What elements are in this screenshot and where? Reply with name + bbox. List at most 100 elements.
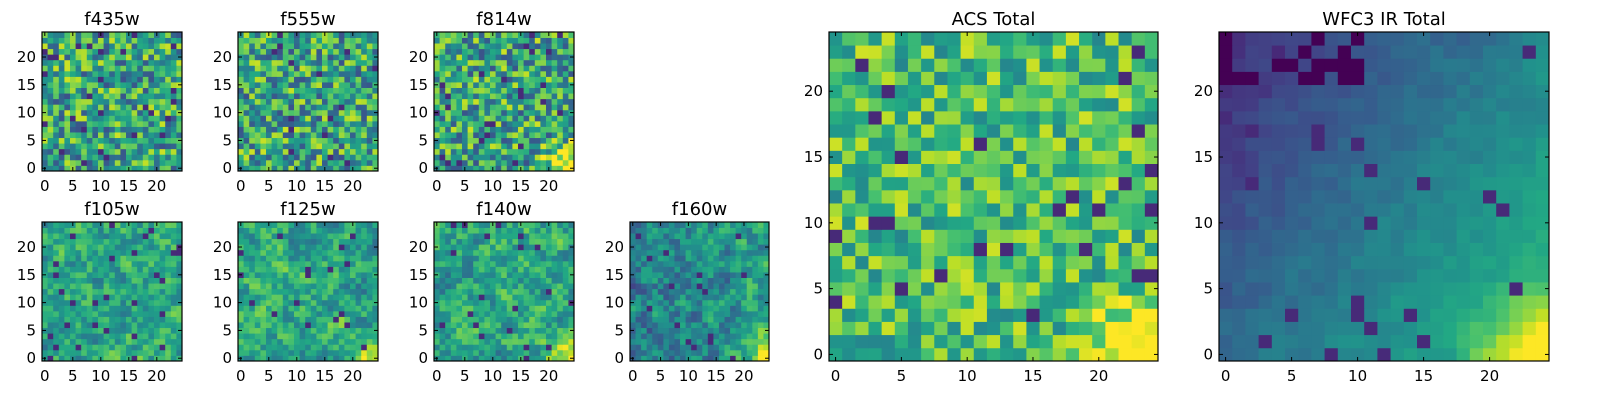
heatmap-cell [462, 115, 468, 121]
heatmap-cell [165, 82, 171, 88]
heatmap-cell [501, 160, 507, 166]
heatmap-cell [1000, 203, 1014, 217]
heatmap-cell [328, 328, 334, 334]
heatmap-cell [484, 132, 490, 138]
heatmap-cell [557, 278, 563, 284]
heatmap-cell [434, 266, 440, 272]
heatmap-cell [440, 71, 446, 77]
heatmap-cell [249, 143, 255, 149]
heatmap-cell [120, 255, 126, 261]
heatmap-cell [451, 289, 457, 295]
heatmap-cell [367, 350, 373, 356]
heatmap-cell [440, 239, 446, 245]
heatmap-cell [288, 65, 294, 71]
heatmap-cell [339, 272, 345, 278]
heatmap-cell [98, 93, 104, 99]
heatmap-cell [708, 283, 714, 289]
heatmap-cell [288, 289, 294, 295]
heatmap-cell [104, 294, 110, 300]
heatmap-cell [64, 328, 70, 334]
heatmap-cell [154, 328, 160, 334]
heatmap-cell [674, 350, 680, 356]
heatmap-cell [316, 143, 322, 149]
heatmap-cell [535, 49, 541, 55]
heatmap-cell [305, 76, 311, 82]
y-tick-label: 5 [26, 321, 36, 339]
heatmap-cell [630, 317, 636, 323]
heatmap-cell [518, 339, 524, 345]
heatmap-cell [462, 350, 468, 356]
heatmap-cell [311, 127, 317, 133]
heatmap-cell [961, 229, 975, 243]
heatmap-cell [48, 60, 54, 66]
heatmap-cell [70, 328, 76, 334]
heatmap-cell [540, 93, 546, 99]
heatmap-cell [490, 328, 496, 334]
heatmap-cell [563, 250, 569, 256]
heatmap-cell [490, 250, 496, 256]
heatmap-cell [1013, 177, 1027, 191]
heatmap-cell [546, 127, 552, 133]
heatmap-cell [674, 328, 680, 334]
heatmap-cell [87, 154, 93, 160]
heatmap-cell [294, 317, 300, 323]
heatmap-cell [160, 49, 166, 55]
heatmap-cell [249, 149, 255, 155]
heatmap-cell [356, 60, 362, 66]
heatmap-cell [490, 138, 496, 144]
heatmap-cell [266, 43, 272, 49]
heatmap-cell [272, 138, 278, 144]
heatmap-cell [524, 38, 530, 44]
heatmap-cell [255, 255, 261, 261]
heatmap-cell [473, 60, 479, 66]
heatmap-cell [165, 110, 171, 116]
heatmap-cell [1119, 229, 1133, 243]
heatmap-cell [546, 328, 552, 334]
heatmap-cell [260, 266, 266, 272]
heatmap-cell [87, 65, 93, 71]
heatmap-cell [456, 99, 462, 105]
heatmap-cell [53, 289, 59, 295]
heatmap-cell [736, 344, 742, 350]
heatmap-cell [719, 289, 725, 295]
heatmap-cell [490, 261, 496, 267]
heatmap-cell [137, 311, 143, 317]
heatmap-cell [339, 76, 345, 82]
heatmap-cell [934, 177, 948, 191]
heatmap-cell [333, 250, 339, 256]
heatmap-cell [686, 233, 692, 239]
heatmap-cell [462, 328, 468, 334]
heatmap-cell [445, 278, 451, 284]
heatmap-cell [434, 104, 440, 110]
x-tick-label: 5 [656, 367, 666, 385]
heatmap-cell [244, 76, 250, 82]
heatmap-cell [120, 272, 126, 278]
heatmap-cell [451, 317, 457, 323]
heatmap-cell [316, 233, 322, 239]
heatmap-cell [311, 228, 317, 234]
heatmap-cell [518, 317, 524, 323]
heatmap-cell [143, 82, 149, 88]
heatmap-cell [92, 244, 98, 250]
heatmap-cell [143, 99, 149, 105]
heatmap-cell [484, 138, 490, 144]
heatmap-cell [658, 305, 664, 311]
heatmap-cell [652, 244, 658, 250]
heatmap-cell [961, 322, 975, 336]
heatmap-cell [540, 160, 546, 166]
heatmap-cell [322, 333, 328, 339]
heatmap-cell [316, 110, 322, 116]
heatmap-cell [92, 88, 98, 94]
heatmap-cell [546, 138, 552, 144]
heatmap-cell [468, 311, 474, 317]
heatmap-cell [473, 278, 479, 284]
heatmap-cell [669, 250, 675, 256]
heatmap-cell [501, 289, 507, 295]
heatmap-cell [546, 317, 552, 323]
heatmap-cell [546, 149, 552, 155]
heatmap-cell [758, 283, 764, 289]
heatmap-cell [53, 127, 59, 133]
heatmap-cell [344, 149, 350, 155]
heatmap-cell [747, 239, 753, 245]
